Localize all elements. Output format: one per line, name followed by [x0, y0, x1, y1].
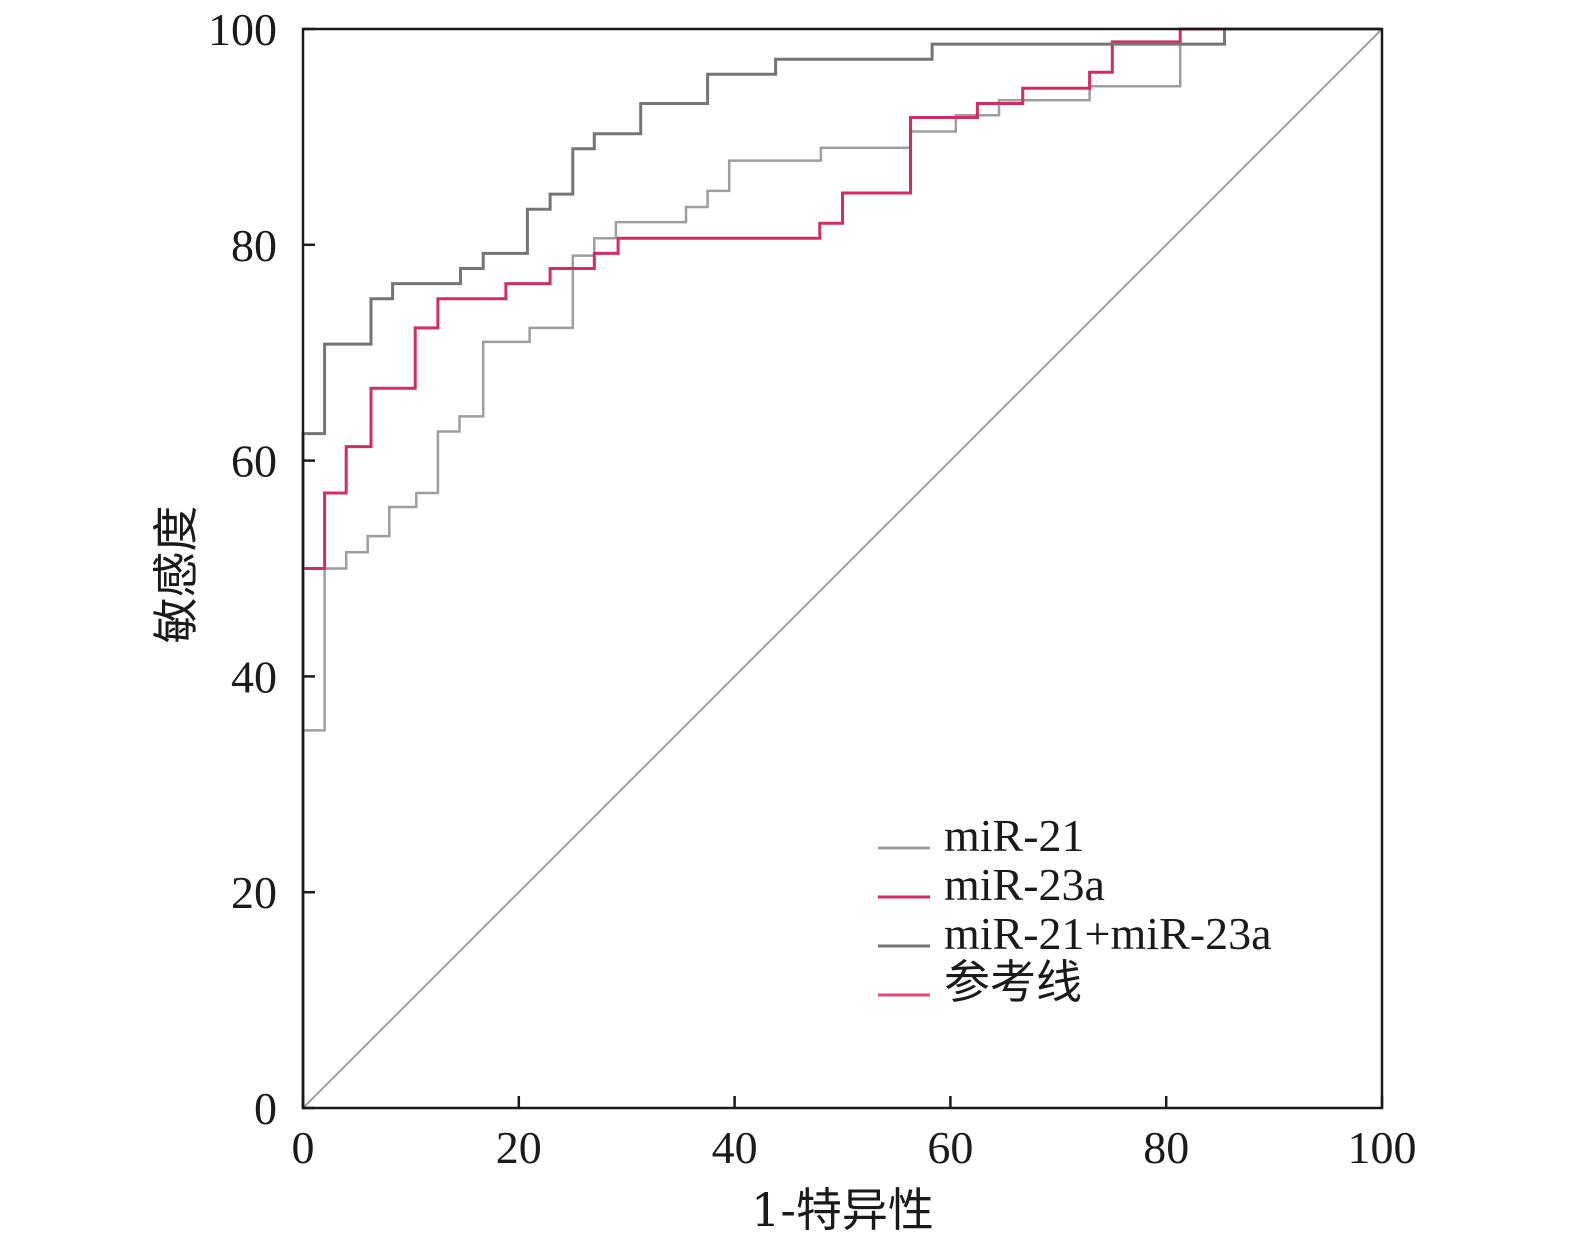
- x-tick-label: 40: [712, 1122, 758, 1173]
- y-tick-label: 20: [231, 867, 277, 918]
- y-tick-label: 100: [208, 4, 277, 55]
- y-tick-label: 60: [231, 436, 277, 487]
- ticks-layer: 0 20 40 60 80 100 0 20 40 60 80 100: [208, 4, 1417, 1173]
- combined-curve: [301, 27, 1382, 1108]
- plot-frame: [301, 27, 1384, 1110]
- x-tick-label: 80: [1143, 1122, 1189, 1173]
- x-tick-label: 20: [496, 1122, 542, 1173]
- x-tick-label: 60: [927, 1122, 973, 1173]
- legend-label-mir23a: miR-23a: [944, 859, 1105, 910]
- legend-label-combined: miR-21+miR-23a: [944, 908, 1271, 959]
- x-tick-label: 0: [292, 1122, 315, 1173]
- y-tick-label: 80: [231, 220, 277, 271]
- legend-label-mir21: miR-21: [944, 810, 1085, 861]
- series-layer: [301, 27, 1383, 1109]
- reference-line: [302, 28, 1383, 1109]
- y-axis-title: 敏感度: [149, 506, 203, 644]
- legend-label-reference: 参考线: [944, 957, 1082, 1008]
- x-axis-title: 1-特异性: [751, 1183, 934, 1237]
- x-tick-label: 100: [1348, 1122, 1417, 1173]
- y-tick-label: 40: [231, 651, 277, 702]
- legend: miR-21 miR-23a miR-21+miR-23a 参考线: [878, 810, 1271, 1008]
- mir23a-curve: [301, 27, 1382, 1108]
- y-tick-label: 0: [254, 1083, 277, 1134]
